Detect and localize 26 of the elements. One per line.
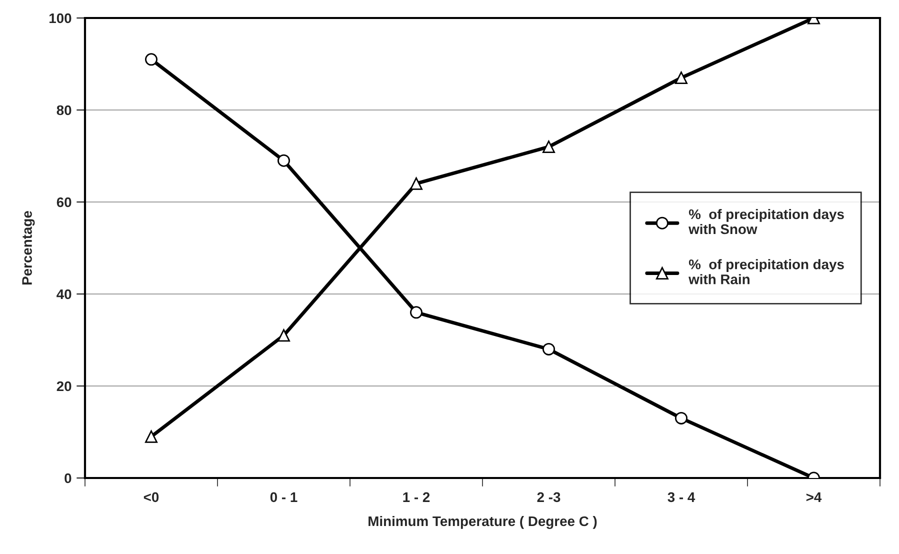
x-axis-title: Minimum Temperature ( Degree C )	[368, 516, 597, 529]
x-tick-label: 2 -3	[537, 492, 560, 502]
point	[278, 154, 290, 167]
y-axis-title: Percentage	[22, 211, 35, 285]
point	[278, 329, 290, 342]
point	[145, 53, 158, 66]
y-tick-label: 0	[64, 473, 72, 484]
y-tick-label: 100	[50, 13, 72, 24]
x-tick-label: >4	[806, 492, 822, 502]
point	[542, 140, 555, 154]
point	[410, 177, 422, 190]
point	[675, 412, 688, 424]
point	[675, 72, 688, 84]
x-tick-label: <0	[144, 492, 159, 502]
point	[410, 306, 422, 319]
point	[542, 342, 555, 356]
y-tick-label: 80	[56, 105, 72, 116]
y-tick-label: 40	[56, 289, 72, 300]
x-tick-label: 0 - 1	[270, 492, 298, 502]
legend-label: % of precipitation days with Snow	[688, 208, 844, 234]
x-tick-label: 3 - 4	[668, 492, 696, 502]
legend-label: % of precipitation days with Rain	[688, 259, 844, 284]
point	[145, 430, 158, 443]
y-tick-label: 60	[56, 197, 72, 208]
y-tick-label: 20	[56, 381, 72, 392]
x-tick-label: 1 - 2	[403, 492, 430, 502]
